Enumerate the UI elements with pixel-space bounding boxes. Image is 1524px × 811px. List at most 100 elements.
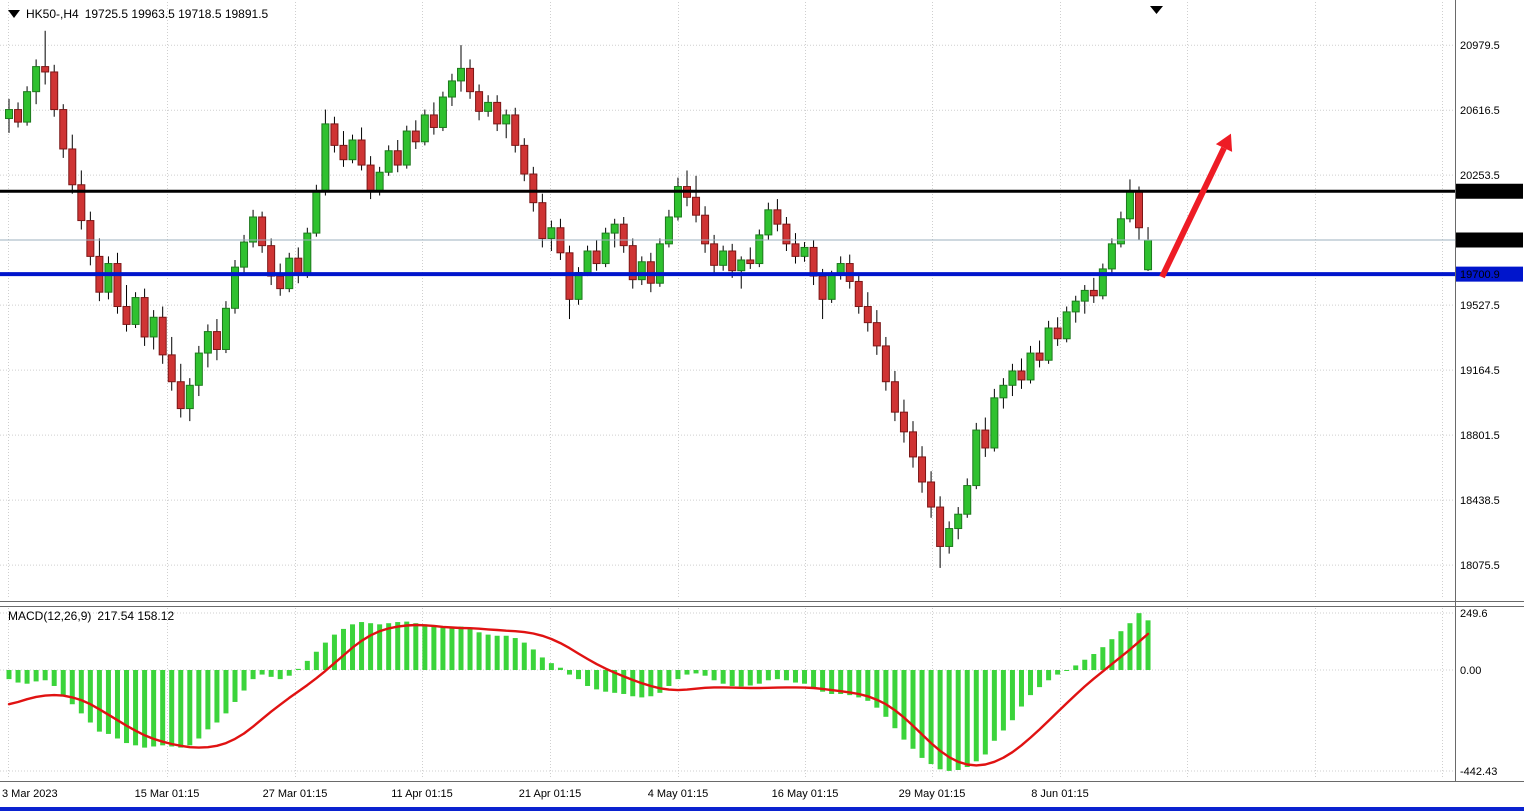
macd-histogram-bar: [458, 626, 464, 670]
macd-axis-label: 0.00: [1460, 665, 1481, 677]
macd-histogram-bar: [919, 670, 925, 758]
macd-histogram-bar: [1091, 654, 1097, 670]
candle-body: [990, 397, 999, 449]
macd-histogram-bar: [1118, 631, 1124, 670]
macd-histogram-bar: [214, 670, 220, 723]
candle-body: [68, 148, 77, 186]
macd-histogram-bar: [1109, 639, 1115, 670]
candle-body: [1026, 352, 1035, 381]
macd-axis-label: 249.6: [1460, 608, 1488, 620]
candle-body: [122, 306, 131, 325]
candle-body: [267, 245, 276, 277]
x-axis-label: 27 Mar 01:15: [263, 788, 328, 800]
candle-body: [5, 109, 13, 120]
macd-histogram-bar: [322, 642, 328, 670]
macd-histogram-bar: [802, 670, 808, 684]
price-tag-label: 19700.9: [1460, 269, 1500, 281]
candle-body: [86, 220, 95, 257]
candle-body: [1125, 191, 1134, 220]
macd-histogram-bar: [973, 670, 979, 762]
macd-histogram-bar: [883, 670, 889, 717]
candle-body: [484, 101, 493, 112]
y-axis-label: 18075.5: [1460, 560, 1500, 572]
macd-histogram-bar: [792, 670, 798, 683]
price-tag-box[interactable]: [1456, 183, 1523, 199]
macd-histogram-bar: [675, 670, 681, 680]
macd-histogram-bar: [178, 670, 184, 748]
macd-histogram-bar: [232, 670, 238, 702]
candle-body: [1135, 191, 1143, 229]
macd-histogram-bar: [910, 670, 916, 749]
candle-body: [1044, 327, 1053, 361]
candle-body: [1035, 352, 1044, 361]
macd-histogram-bar: [566, 670, 572, 675]
candle-body: [737, 259, 746, 272]
candle-body: [1116, 218, 1125, 245]
candle-body: [1053, 327, 1062, 340]
macd-histogram-bar: [413, 623, 419, 670]
macd-histogram-bar: [359, 622, 365, 670]
candle-body: [619, 223, 628, 247]
macd-histogram-bar: [937, 670, 943, 770]
trend-arrow-shaft[interactable]: [1159, 146, 1227, 279]
candle-body: [936, 506, 945, 547]
macd-histogram-bar: [693, 670, 699, 674]
macd-histogram-bar: [1009, 670, 1015, 721]
trend-arrow-head[interactable]: [1215, 133, 1233, 152]
y-axis-label: 20253.5: [1460, 170, 1500, 182]
price-tag-box[interactable]: [1456, 232, 1523, 248]
candle-body: [818, 275, 827, 300]
macd-histogram-bar: [1037, 670, 1043, 688]
candle-body: [863, 306, 872, 324]
macd-histogram-bar: [684, 670, 690, 675]
macd-histogram-bar: [187, 670, 193, 746]
candle-body: [1062, 311, 1071, 340]
candle-body: [348, 139, 357, 161]
macd-histogram-bar: [395, 622, 401, 670]
macd-histogram-bar: [928, 670, 934, 765]
macd-histogram-bar: [404, 621, 410, 670]
candle-body: [457, 67, 465, 82]
macd-histogram-bar: [241, 670, 247, 691]
candle-body: [981, 429, 990, 449]
macd-histogram-bar: [548, 663, 554, 670]
symbol-marker-icon[interactable]: [8, 10, 20, 18]
macd-histogram-bar: [51, 670, 57, 686]
macd-histogram-bar: [6, 670, 12, 680]
macd-histogram-bar: [1055, 670, 1061, 675]
candle-body: [221, 307, 230, 350]
x-axis-label: 15 Mar 01:15: [135, 788, 200, 800]
candle-body: [77, 184, 86, 222]
candle-body: [628, 245, 637, 281]
x-axis-label: 11 Apr 01:15: [391, 788, 453, 800]
candle-body: [167, 354, 176, 383]
candle-body: [728, 250, 737, 272]
price-tag-label: 20163.8: [1460, 186, 1500, 198]
macd-histogram-bar: [747, 670, 753, 686]
candle-body: [339, 144, 348, 161]
macd-histogram-bar: [142, 670, 148, 748]
macd-histogram-bar: [594, 670, 600, 690]
candle-body: [927, 481, 936, 508]
macd-histogram-bar: [738, 670, 744, 687]
macd-histogram-bar: [1046, 670, 1052, 681]
candle-body: [592, 250, 601, 265]
macd-histogram-bar: [87, 670, 93, 723]
candle-body: [1080, 289, 1089, 302]
macd-histogram-bar: [78, 670, 84, 714]
macd-histogram-bar: [295, 668, 301, 670]
candle-body: [963, 485, 972, 515]
candle-body: [59, 109, 68, 150]
macd-histogram-bar: [331, 634, 337, 670]
price-tag-box[interactable]: [1456, 266, 1523, 282]
candle-body: [710, 243, 719, 266]
candle-body: [574, 271, 583, 300]
macd-histogram-bar: [114, 670, 120, 739]
candle-body: [827, 273, 836, 300]
candle-body: [294, 257, 303, 275]
candle-body: [131, 297, 140, 325]
candle-body: [502, 114, 511, 125]
candle-body: [890, 381, 899, 413]
candle-body: [1089, 289, 1098, 297]
